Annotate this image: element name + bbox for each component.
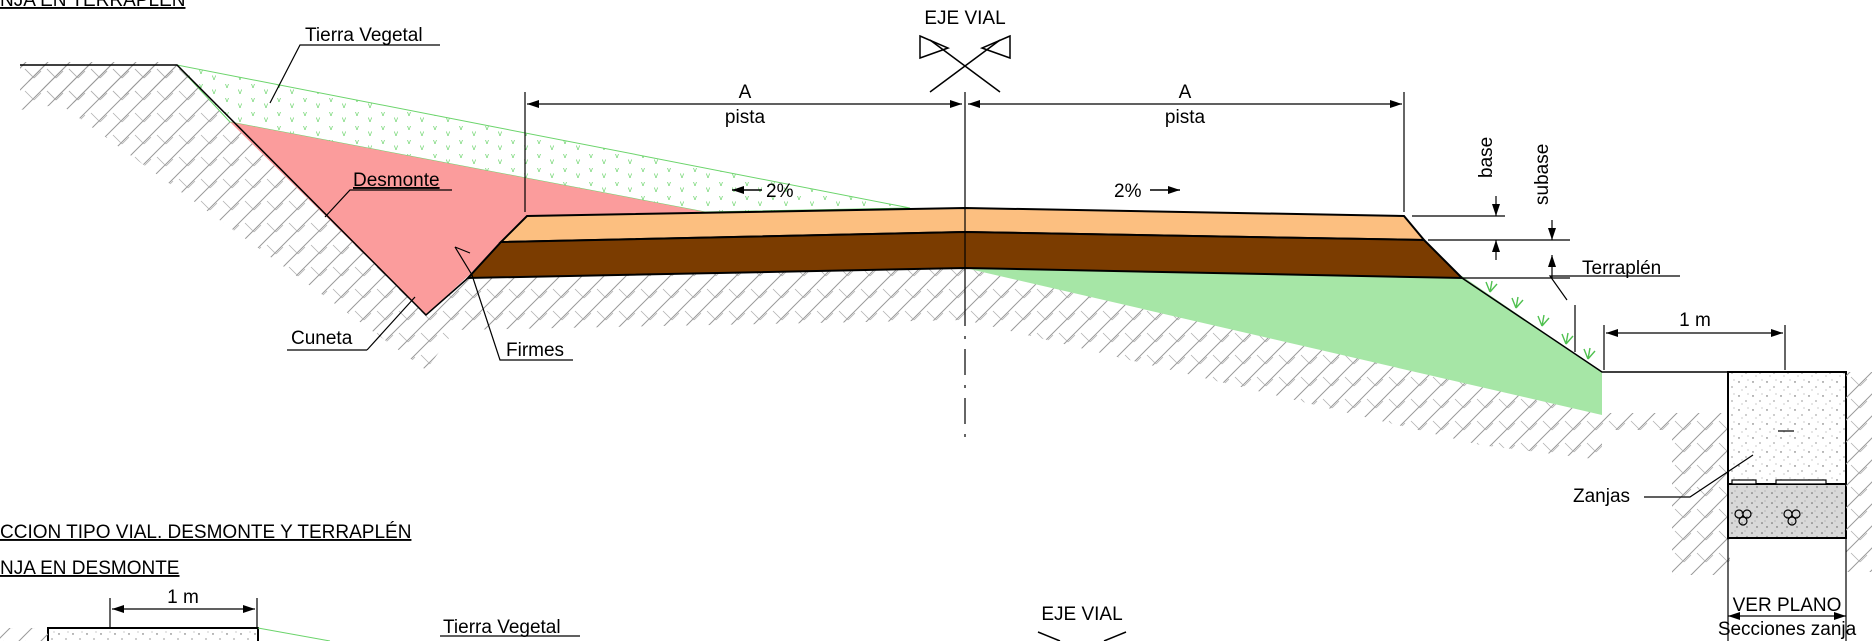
terraplen-region [965,268,1602,415]
slope-right-label: 2% [1114,181,1142,202]
dim-left-letter: A [739,82,752,103]
zanja-cables [1731,430,1827,526]
grass-tufts [1485,280,1596,360]
terraplen-label: Terraplén [1582,258,1661,279]
trench-width-label: 1 m [1679,310,1711,331]
bottom-eje-vial-label: EJE VIAL [1041,604,1122,625]
zanja-box-top [1727,371,1847,485]
dim-right-letter: A [1179,82,1192,103]
top-title-fragment: NJA EN TERRAPLÉN [0,0,185,11]
bottom-tierra-vegetal-label: Tierra Vegetal [443,617,561,638]
layer-thickness-dims [1412,196,1570,279]
fill-slope-line [1461,277,1730,373]
trench-width-dim [1603,325,1786,370]
zanja-box-bottom [1727,483,1847,539]
desmonte-region [230,122,705,315]
width-dimensions [524,92,1405,212]
desmonte-label: Desmonte [353,170,440,191]
subase-label: subase [1532,144,1553,205]
firmes-label: Firmes [506,340,564,361]
right-hatch-strip [1846,372,1872,572]
cut-slope-line [20,64,469,317]
base-label: base [1476,137,1497,178]
cuneta-label: Cuneta [291,328,353,349]
section-title-main: CCION TIPO VIAL. DESMONTE Y TERRAPLÉN [0,522,411,543]
section-title-sub: NJA EN DESMONTE [0,558,179,579]
ver-plano-label: VER PLANO [1733,595,1842,616]
dim-left-label: pista [725,107,766,128]
eje-vial-label: EJE VIAL [924,8,1005,29]
bottom-left-hatch [0,628,48,641]
bottom-trench-width-label: 1 m [167,587,199,608]
bottom-trench-box [47,627,259,641]
bottom-eje-vial-symbol [1037,631,1127,641]
callout-leaders [269,44,1754,498]
dim-right-label: pista [1165,107,1206,128]
slope-left-label: 2% [766,181,794,202]
tierra-vegetal-label: Tierra Vegetal [305,25,423,46]
secciones-zanja-label: Secciones zanja [1718,619,1857,640]
bottom-vegetal-line [257,627,331,641]
eje-vial-symbol [919,34,1011,93]
natural-ground-hatch [20,65,1730,575]
zanjas-label: Zanjas [1573,486,1630,507]
left-hatch-strip [20,62,177,110]
